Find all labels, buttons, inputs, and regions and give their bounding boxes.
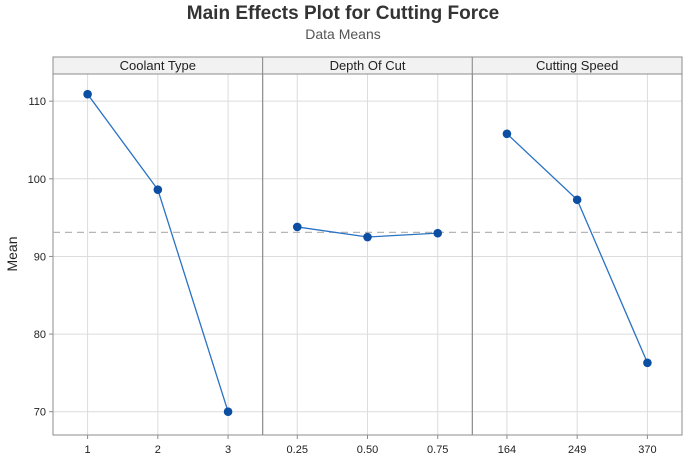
- panel-label: Coolant Type: [120, 58, 196, 73]
- y-tick-label: 70: [34, 407, 46, 419]
- x-tick-label: 164: [498, 444, 516, 456]
- x-tick-label: 3: [225, 444, 231, 456]
- data-point: [502, 129, 512, 139]
- data-point: [223, 407, 233, 417]
- data-point: [643, 358, 652, 368]
- panel-label: Depth Of Cut: [330, 58, 406, 73]
- x-tick-label: 1: [85, 444, 91, 456]
- plot-area: 70 80 90 100 110 1 2 3 Coolant Type 0.25 0.50 0.75 D…: [28, 56, 683, 456]
- x-tick-label: 249: [568, 444, 586, 456]
- x-tick-label: 0.75: [427, 444, 448, 456]
- y-tick-label: 110: [28, 96, 46, 108]
- data-point: [433, 228, 443, 238]
- panel-frame: [471, 73, 683, 436]
- data-point: [292, 222, 302, 232]
- data-point: [83, 89, 92, 99]
- y-tick-label: 80: [34, 329, 46, 341]
- y-axis-label: Mean: [4, 236, 20, 271]
- data-point: [572, 195, 582, 205]
- x-tick-label: 0.25: [287, 444, 308, 456]
- x-tick-label: 2: [155, 444, 161, 456]
- panel-label: Cutting Speed: [536, 58, 618, 73]
- y-tick-label: 90: [34, 251, 46, 263]
- x-tick-label: 370: [638, 444, 656, 456]
- chart-subtitle: Data Means: [305, 26, 380, 42]
- data-point: [153, 185, 163, 194]
- data-point: [363, 232, 372, 242]
- y-tick-label: 100: [28, 174, 46, 186]
- chart-title: Main Effects Plot for Cutting Force: [187, 3, 499, 24]
- x-tick-label: 0.50: [357, 444, 378, 456]
